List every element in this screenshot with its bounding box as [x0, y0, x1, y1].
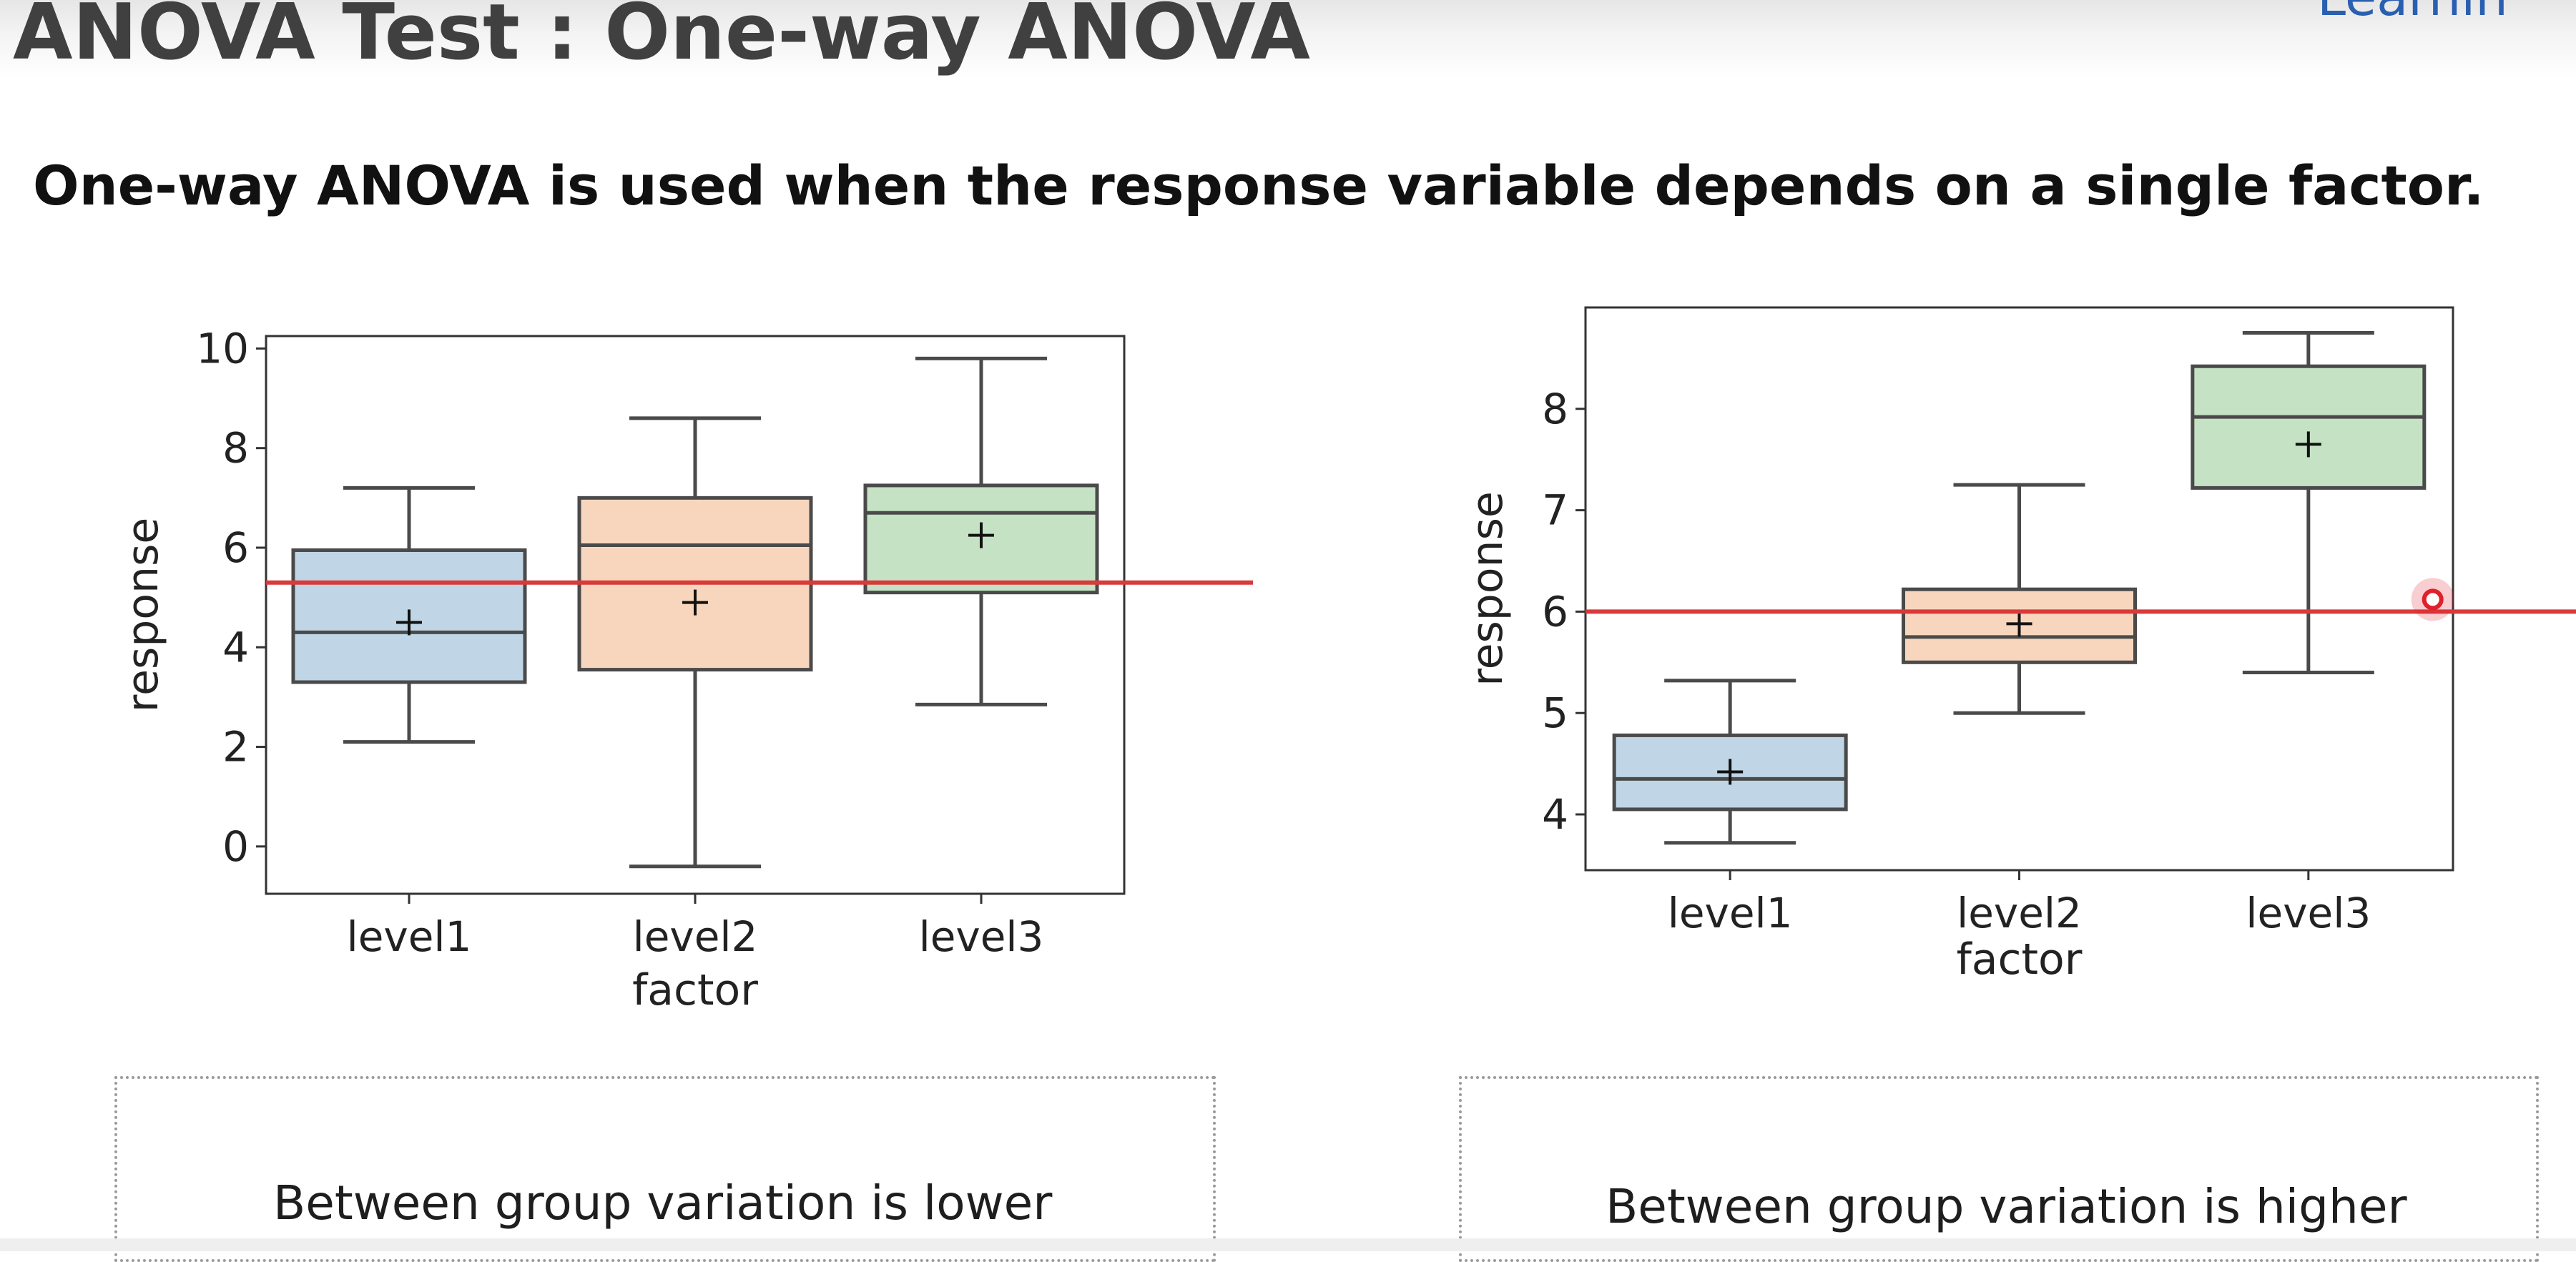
box-level3	[2191, 330, 2427, 674]
box-level1	[1612, 679, 1848, 845]
x-tick-label: level2	[633, 912, 758, 961]
note-box-right	[1459, 1076, 2539, 1262]
x-axis-title: factor	[1957, 935, 2083, 985]
y-axis-title: response	[118, 518, 168, 713]
x-tick-label: level3	[2246, 889, 2371, 937]
y-tick-label: 10	[196, 324, 249, 373]
boxplot-chart-left: 0 2 4 6 8 10 level1 level2 level3 factor response	[118, 324, 1253, 1015]
x-tick-label: level1	[1668, 889, 1793, 937]
box-level1	[291, 485, 527, 744]
note-box-left	[114, 1076, 1216, 1262]
box-level3	[863, 356, 1099, 706]
boxplot-chart-right: 4 5 6 7 8 level1 level2 level3 factor response	[1462, 306, 2576, 985]
iqr-box	[2191, 364, 2427, 490]
y-axis-title: response	[1462, 491, 1513, 686]
x-tick-label: level1	[347, 912, 472, 961]
y-tick-label: 4	[222, 623, 249, 671]
note-text-left: Between group variation is lower	[273, 1175, 1053, 1231]
bottom-strip	[0, 1238, 2576, 1251]
x-tick-label: level2	[1957, 889, 2082, 937]
y-tick-label: 6	[1542, 587, 1568, 636]
y-tick-label: 4	[1542, 790, 1568, 839]
y-tick-label: 6	[222, 523, 249, 572]
pointer-dot	[2422, 588, 2444, 611]
box-level2	[1902, 483, 2137, 715]
slide-subtitle: One-way ANOVA is used when the response …	[33, 154, 2484, 217]
y-tick-label: 8	[1542, 385, 1568, 433]
y-tick-label: 0	[222, 822, 249, 871]
note-text-right: Between group variation is higher	[1606, 1179, 2407, 1234]
y-tick-label: 5	[1542, 689, 1568, 737]
y-tick-label: 8	[222, 424, 249, 473]
x-tick-label: level3	[919, 912, 1044, 961]
title-bar-background	[0, 0, 2576, 79]
y-tick-label: 2	[222, 723, 249, 772]
corner-logo-text[interactable]: Learnin	[2317, 0, 2508, 23]
x-axis-title: factor	[632, 965, 758, 1015]
y-tick-label: 7	[1542, 486, 1568, 535]
slide-title: ANOVA Test : One-way ANOVA	[13, 0, 1311, 77]
